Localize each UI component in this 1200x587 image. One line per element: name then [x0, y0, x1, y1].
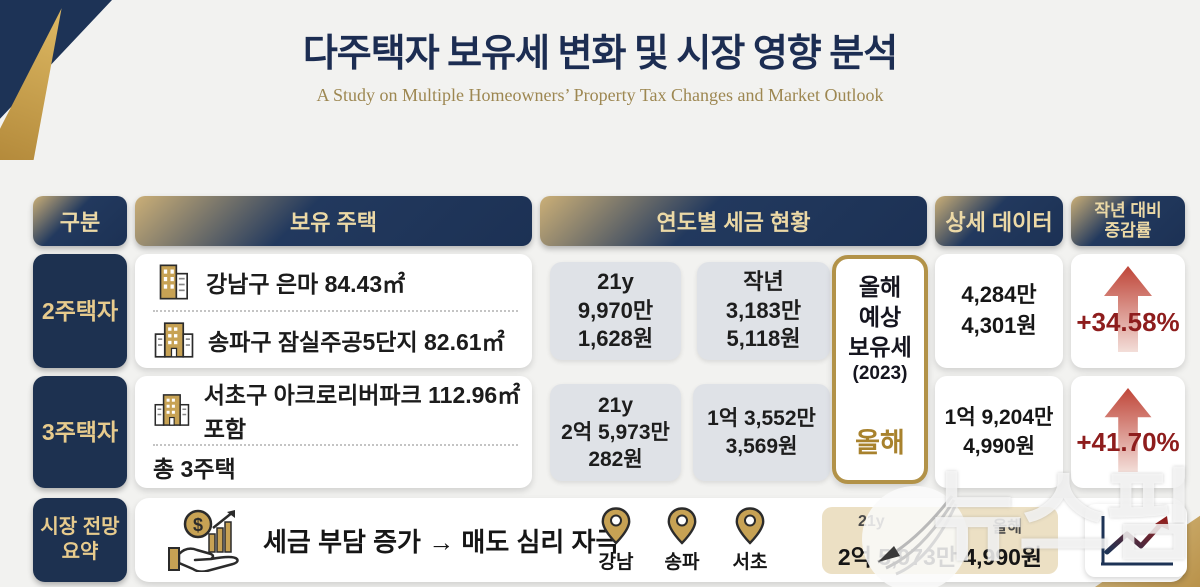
yoy-card-row2: +41.70%: [1071, 376, 1185, 488]
detail-text: 1억 9,204만 4,990원: [945, 403, 1054, 462]
pin-label: 강남: [598, 552, 634, 573]
home-item: 서초구 아크로리버파크 112.96㎡ 포함: [153, 376, 532, 444]
yoy-header-line1: 작년 대비: [1094, 200, 1162, 220]
expected-tax-line: 보유세: [848, 333, 912, 360]
summary-label-line2: 요약: [61, 541, 99, 563]
tax-2021-row1: 21y 9,970만 1,628원: [550, 262, 681, 360]
page-title: 다주택자 보유세 변화 및 시장 영향 분석: [302, 33, 898, 75]
location-pin-seocho: 서초: [721, 507, 779, 574]
tax-line: 21y: [597, 269, 634, 295]
yoy-percent: +41.70%: [1076, 427, 1180, 457]
summary-label-line1: 시장 전망: [40, 516, 120, 538]
divider: [153, 444, 518, 446]
row-label-two-homes: 2주택자: [33, 254, 127, 368]
yoy-card-row1: +34.58%: [1071, 254, 1185, 368]
home-item: 송파구 잠실주공5단지 82.61㎡: [153, 312, 532, 368]
detail-line2: 4,990원: [963, 435, 1035, 458]
home-text: 총 3주택: [153, 456, 236, 482]
building-icon: [154, 322, 194, 358]
expected-tax-line: 올해: [858, 274, 902, 300]
detail-line1: 1억 9,204만: [944, 405, 1054, 429]
expected-tax-box: 올해 예상 보유세 (2023) 올해: [832, 255, 928, 484]
yoy-header-line2: 증감률: [1104, 221, 1152, 240]
expected-tax-thisyear: 올해: [855, 428, 905, 458]
home-item: 강남구 은마 84.43㎡: [153, 254, 532, 310]
map-pin-icon: [601, 507, 631, 545]
location-pin-gangnam: 강남: [587, 507, 645, 574]
home-text: 송파구 잠실주공5단지 82.61㎡: [208, 329, 505, 355]
tax-line: 3,183만: [725, 297, 802, 323]
hand-money-chart-icon: $: [168, 509, 239, 572]
building-icon: [159, 264, 188, 300]
home-text-total: 총 3주택: [153, 446, 532, 488]
expected-tax-line: 예상: [858, 303, 902, 330]
up-arrow-icon: [1104, 387, 1152, 473]
row-label-market-summary: 시장 전망 요약: [33, 498, 127, 582]
map-pin-icon: [667, 507, 697, 545]
tax-line: 282원: [588, 448, 643, 472]
column-header-homes: 보유 주택: [135, 196, 532, 246]
yoy-header-text: 작년 대비 증감률: [1094, 201, 1161, 242]
tax-lastyear-row1: 작년 3,183만 5,118원: [697, 262, 830, 360]
yoy-percent: +34.58%: [1076, 307, 1180, 337]
column-header-category: 구분: [33, 196, 127, 246]
row-label-three-homes: 3주택자: [33, 376, 127, 488]
detail-line2: 4,301원: [961, 313, 1037, 338]
summary-highlight-box: 21y 올해 2억 5,973만 4,990원: [822, 507, 1058, 574]
trend-chart-icon: [1101, 515, 1173, 565]
location-pin-songpa: 송파: [653, 507, 711, 574]
column-header-detail: 상세 데이터: [935, 196, 1063, 246]
market-summary-bar: $ 세금 부담 증가 → 매도 심리 자극 강남 송파: [135, 498, 1187, 582]
tax-line: 9,970만: [577, 297, 654, 323]
highlight-left-label: 21y: [858, 513, 885, 530]
tax-line: 21y: [597, 393, 634, 417]
home-text: 강남구 은마 84.43㎡: [206, 271, 406, 297]
detail-card-row2: 1억 9,204만 4,990원: [935, 376, 1063, 488]
highlight-right-label: 올해: [992, 519, 1022, 536]
up-arrow-icon: [1104, 266, 1152, 352]
tax-line: 1억 3,552만: [707, 407, 816, 431]
detail-text: 4,284만 4,301원: [961, 280, 1036, 342]
detail-line1: 4,284만: [961, 282, 1037, 308]
expected-tax-year: (2023): [852, 362, 908, 384]
header: 다주택자 보유세 변화 및 시장 영향 분석 A Study on Multip…: [0, 22, 1200, 106]
tax-line: 작년: [743, 269, 784, 295]
column-header-tax-by-year: 연도별 세금 현황: [540, 196, 927, 246]
svg-text:$: $: [193, 515, 203, 535]
map-pin-icon: [735, 507, 765, 545]
homes-card-row2: 서초구 아크로리버파크 112.96㎡ 포함 총 3주택: [135, 376, 532, 488]
tax-line: 1,628원: [577, 326, 654, 352]
summary-text: 세금 부담 증가 → 매도 심리 자극: [263, 526, 620, 557]
pin-label: 송파: [664, 552, 700, 573]
highlight-value: 2억 5,973만 4,990원: [837, 544, 1043, 570]
divider: [153, 310, 518, 312]
tax-line: 3,569원: [725, 434, 798, 458]
home-text: 서초구 아크로리버파크 112.96㎡ 포함: [203, 382, 521, 442]
column-header-yoy: 작년 대비 증감률: [1071, 196, 1185, 246]
homes-card-row1: 강남구 은마 84.43㎡ 송파구 잠실주공5단지 82.61㎡: [135, 254, 532, 368]
tax-2021-row2: 21y 2억 5,973만 282원: [550, 384, 681, 481]
detail-card-row1: 4,284만 4,301원: [935, 254, 1063, 368]
pin-label: 서초: [732, 552, 768, 573]
tax-line: 5,118원: [726, 326, 801, 352]
tax-line: 2억 5,973만: [561, 420, 670, 444]
building-icon: [154, 394, 190, 426]
page-subtitle: A Study on Multiple Homeowners’ Property…: [316, 85, 884, 105]
trend-chart-card: [1085, 504, 1187, 577]
tax-lastyear-row2: 1억 3,552만 3,569원: [693, 384, 830, 481]
